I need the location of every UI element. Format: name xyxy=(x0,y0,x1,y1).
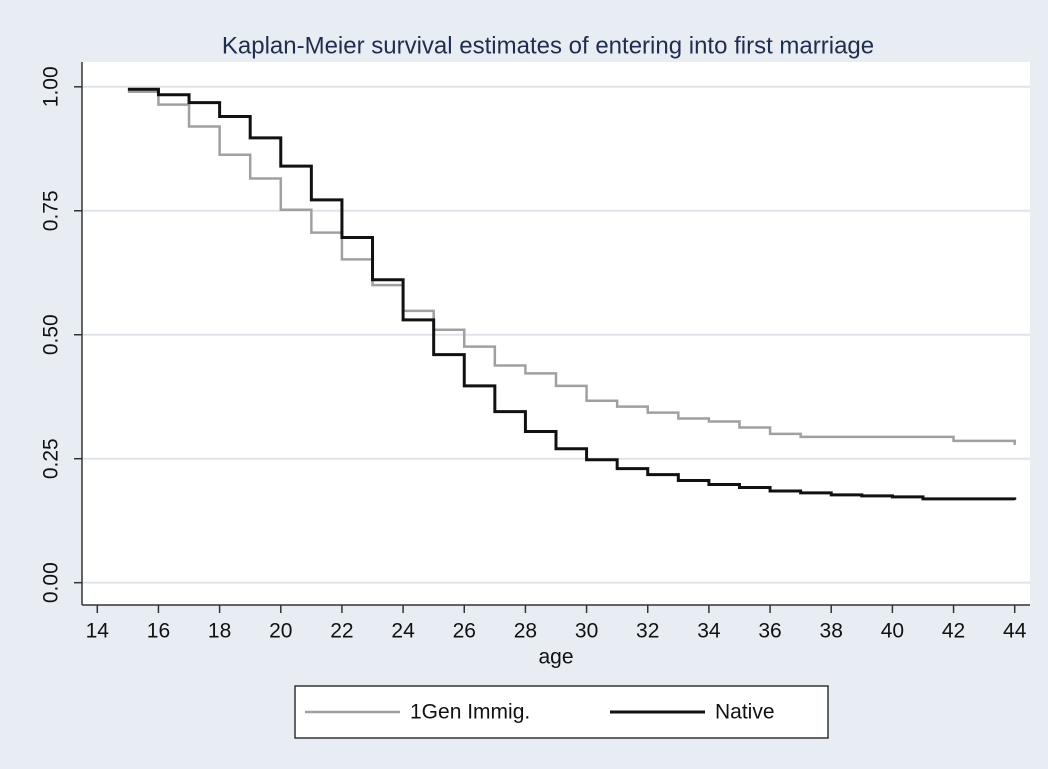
km-curve xyxy=(127,87,1017,501)
x-tick-label: 40 xyxy=(881,620,904,643)
x-tick-label: 16 xyxy=(147,620,170,643)
x-tick-label: 30 xyxy=(575,620,598,643)
x-tick-label: 22 xyxy=(330,620,353,643)
km-curve xyxy=(127,90,1016,445)
chart-title: Kaplan-Meier survival estimates of enter… xyxy=(222,32,874,59)
x-tick-label: 20 xyxy=(269,620,292,643)
x-tick-label: 34 xyxy=(697,620,721,643)
x-axis-label: age xyxy=(538,646,573,669)
x-tick-label: 14 xyxy=(86,620,110,643)
x-tick-label: 18 xyxy=(208,620,231,643)
legend-label: Native xyxy=(715,701,775,724)
x-tick-label: 32 xyxy=(636,620,659,643)
x-tick-label: 24 xyxy=(391,620,415,643)
x-tick-label: 28 xyxy=(514,620,537,643)
y-tick-label: 0.75 xyxy=(40,190,63,231)
y-tick-label: 0.00 xyxy=(40,562,63,603)
plot-area xyxy=(82,62,1030,605)
y-tick-label: 0.25 xyxy=(40,438,63,479)
y-tick-label: 1.00 xyxy=(40,66,63,107)
x-tick-label: 38 xyxy=(820,620,843,643)
legend-label: 1Gen Immig. xyxy=(410,701,530,724)
x-tick-label: 44 xyxy=(1003,620,1027,643)
x-tick-label: 36 xyxy=(758,620,781,643)
y-tick-label: 0.50 xyxy=(40,314,63,355)
x-tick-label: 26 xyxy=(453,620,476,643)
x-tick-label: 42 xyxy=(942,620,965,643)
